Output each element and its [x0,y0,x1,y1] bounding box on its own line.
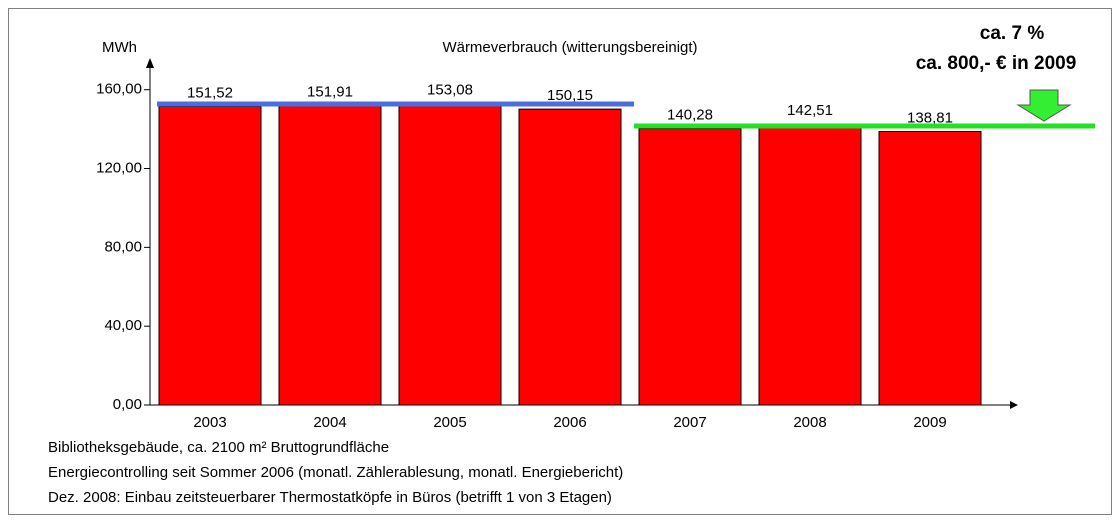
value-label: 150,15 [547,87,593,104]
x-tick-label: 2008 [793,414,826,431]
annotation: ca. 800,- € in 2009 [916,53,1077,74]
bar [278,105,382,406]
bar [398,102,502,406]
x-tick-label: 2005 [433,414,466,431]
value-label: 142,51 [787,102,833,119]
note: Bibliotheksgebäude, ca. 2100 m² Bruttogr… [48,439,389,456]
note: Energiecontrolling seit Sommer 2006 (mon… [48,464,623,481]
value-label: 140,28 [667,107,713,124]
y-tick-label: 120,00 [96,159,142,176]
bar [878,130,982,406]
note: Dez. 2008: Einbau zeitsteuerbarer Thermo… [48,489,612,506]
value-label: 151,52 [187,84,233,101]
value-label: 153,08 [427,81,473,98]
plot: 0,00 40,00 80,00 120,00 160,00 2003 151,52 2004… [96,81,982,431]
bar [158,105,262,406]
x-tick-label: 2006 [553,414,586,431]
y-tick-label: 0,00 [113,396,142,413]
y-tick-label: 40,00 [104,317,142,334]
y-axis-arrow [146,58,154,68]
value-label: 151,91 [307,84,353,101]
y-axis-label: MWh [102,39,137,56]
bar [518,108,622,406]
x-tick-label: 2003 [193,414,226,431]
y-tick-label: 80,00 [104,238,142,255]
value-label: 138,81 [907,109,953,126]
arrow-icon [1016,89,1072,122]
chart-title: Wärmeverbrauch (witterungsbereinigt) [442,39,697,56]
x-axis-arrow [1010,401,1018,409]
annotation: ca. 7 % [980,23,1045,44]
x-tick-label: 2004 [313,414,346,431]
bar [638,128,742,406]
bar [758,123,862,406]
y-tick-label: 160,00 [96,81,142,98]
x-tick-label: 2007 [673,414,706,431]
x-tick-label: 2009 [913,414,946,431]
